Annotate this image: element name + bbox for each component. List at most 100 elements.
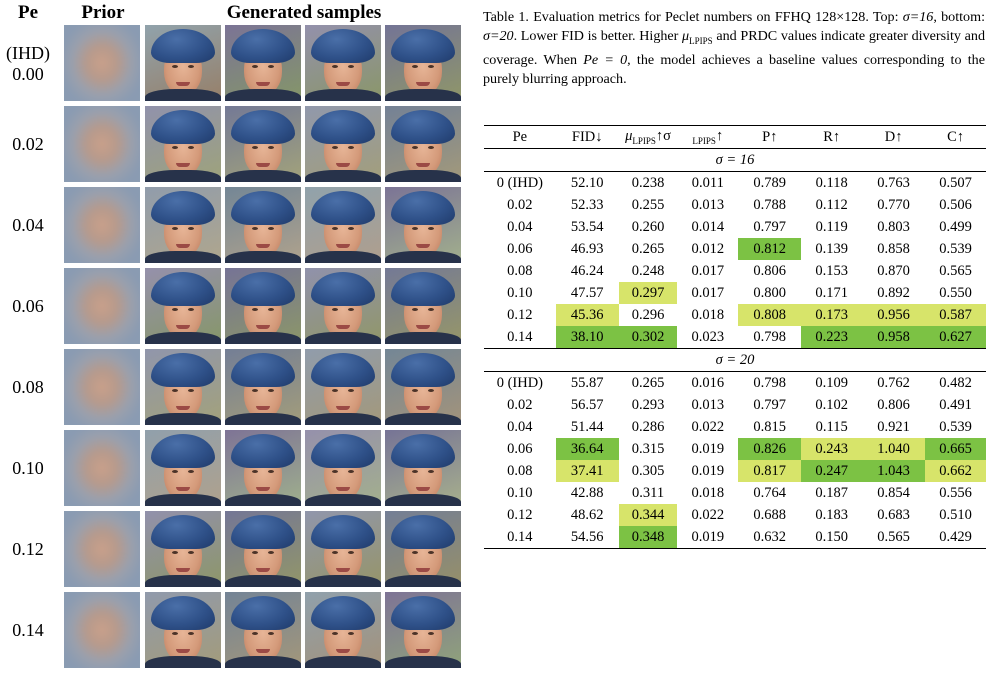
sample-shoulders-shape [225, 413, 301, 425]
metric-cell: 0.806 [877, 396, 910, 413]
sample-mouth-shape [176, 649, 190, 653]
sample-right-eye-shape [428, 632, 434, 635]
generated-sample-image [305, 25, 381, 101]
metric-cell: 0.023 [691, 328, 725, 345]
table-body-sigma20: σ = 20 0 (IHD) 55.87 0.265 0.016 0.798 0.109 0… [484, 348, 986, 549]
sample-hat-shape [391, 515, 455, 549]
table-row: 0.12 48.62 0.344 0.022 0.688 0.183 0.683 0.510 [484, 504, 986, 526]
pe-column-header: Pe [17, 2, 39, 23]
caption-text-2: , bottom: [933, 9, 985, 25]
metric-cell: 0.109 [815, 374, 848, 391]
sample-left-eye-shape [252, 389, 258, 392]
sample-hat-shape [151, 110, 215, 144]
metric-cell: 0.119 [815, 218, 848, 235]
metric-cell: 0.808 [738, 304, 802, 326]
sample-shoulders-shape [145, 656, 221, 668]
sample-left-eye-shape [412, 65, 418, 68]
sample-shoulders-shape [225, 656, 301, 668]
sample-hat-shape [151, 353, 215, 387]
sample-mouth-shape [336, 487, 350, 491]
metric-cell: 0.662 [925, 460, 986, 482]
generated-sample-image [145, 187, 221, 263]
header-r: R↑ [823, 128, 841, 145]
header-mu-lpips: μLPIPS↑σ [619, 126, 678, 149]
caption-text-3: . Lower FID is better. Higher [513, 28, 683, 44]
metric-cell: 0.187 [815, 484, 848, 501]
table-row: 0.06 46.93 0.265 0.012 0.812 0.139 0.858 0.539 [484, 238, 986, 260]
metric-cell: 0.296 [631, 306, 665, 323]
metric-cell: 0.297 [618, 282, 678, 304]
sample-right-eye-shape [348, 470, 354, 473]
prior-blurred-image [64, 511, 140, 587]
sample-mouth-shape [336, 244, 350, 248]
sample-shoulders-shape [145, 251, 221, 263]
sample-left-eye-shape [252, 551, 258, 554]
table-row: 0.08 37.41 0.305 0.019 0.817 0.247 1.043 0.662 [484, 460, 986, 482]
sample-mouth-shape [176, 487, 190, 491]
metric-cell: 0.019 [691, 528, 725, 545]
metric-cell: 0.238 [631, 174, 665, 191]
sample-hat-shape [311, 29, 375, 63]
sample-hat-shape [231, 272, 295, 306]
sample-hat-shape [391, 29, 455, 63]
sample-left-eye-shape [172, 227, 178, 230]
pe-row-label-value: 0.14 [12, 620, 44, 640]
metric-cell: 0.870 [877, 262, 910, 279]
table-caption: Table 1. Evaluation metrics for Peclet n… [483, 8, 985, 89]
pe-cell: 0.02 [507, 196, 533, 213]
header-mu-arrow-sigma: ↑σ [655, 128, 671, 145]
metric-cell: 0.763 [877, 174, 910, 191]
metric-cell: 0.815 [753, 418, 787, 435]
sample-right-eye-shape [268, 65, 274, 68]
metric-cell: 0.565 [877, 528, 910, 545]
table-row: 0.14 38.10 0.302 0.023 0.798 0.223 0.958 0.627 [484, 326, 986, 349]
metric-cell: 0.556 [939, 484, 972, 501]
table-row: 0.12 45.36 0.296 0.018 0.808 0.173 0.956 0.587 [484, 304, 986, 326]
sample-shoulders-shape [385, 170, 461, 182]
sample-mouth-shape [176, 82, 190, 86]
sample-hat-shape [311, 596, 375, 630]
metric-cell: 0.587 [925, 304, 986, 326]
pe-cell: 0.04 [507, 418, 533, 435]
pe-cell: 0.04 [507, 218, 533, 235]
sample-right-eye-shape [268, 308, 274, 311]
sample-right-eye-shape [348, 389, 354, 392]
generated-sample-image [385, 430, 461, 506]
metric-cell: 0.293 [631, 396, 665, 413]
pe-row-label-value: 0.10 [12, 458, 44, 478]
sample-left-eye-shape [252, 308, 258, 311]
generated-sample-image [305, 187, 381, 263]
sample-right-eye-shape [268, 389, 274, 392]
sample-shoulders-shape [385, 251, 461, 263]
sample-hat-shape [151, 596, 215, 630]
metric-cell: 38.10 [555, 326, 619, 349]
sample-hat-shape [391, 353, 455, 387]
metric-cell: 56.57 [570, 396, 604, 413]
metric-cell: 0.956 [862, 304, 926, 326]
pe-cell: 0.06 [507, 440, 533, 457]
sample-right-eye-shape [268, 227, 274, 230]
metric-cell: 0.018 [691, 306, 725, 323]
sample-right-eye-shape [268, 551, 274, 554]
sample-mouth-shape [416, 163, 430, 167]
metric-cell: 0.762 [877, 374, 910, 391]
metric-cell: 0.858 [877, 240, 910, 257]
sample-right-eye-shape [348, 551, 354, 554]
prior-blur-fill [64, 25, 140, 101]
sample-left-eye-shape [332, 551, 338, 554]
generated-sample-image [145, 511, 221, 587]
sample-mouth-shape [416, 568, 430, 572]
prior-blurred-image [64, 592, 140, 668]
sample-left-eye-shape [172, 308, 178, 311]
header-pe: Pe [512, 128, 528, 145]
pe-cell: 0.06 [507, 240, 533, 257]
section-label-sigma16: σ = 16 [715, 151, 755, 168]
sample-right-eye-shape [348, 227, 354, 230]
sample-mouth-shape [336, 325, 350, 329]
sample-left-eye-shape [412, 389, 418, 392]
sample-right-eye-shape [428, 308, 434, 311]
prior-blurred-image [64, 106, 140, 182]
metric-cell: 0.665 [925, 438, 986, 460]
metric-cell: 46.24 [570, 262, 604, 279]
sample-mouth-shape [176, 163, 190, 167]
